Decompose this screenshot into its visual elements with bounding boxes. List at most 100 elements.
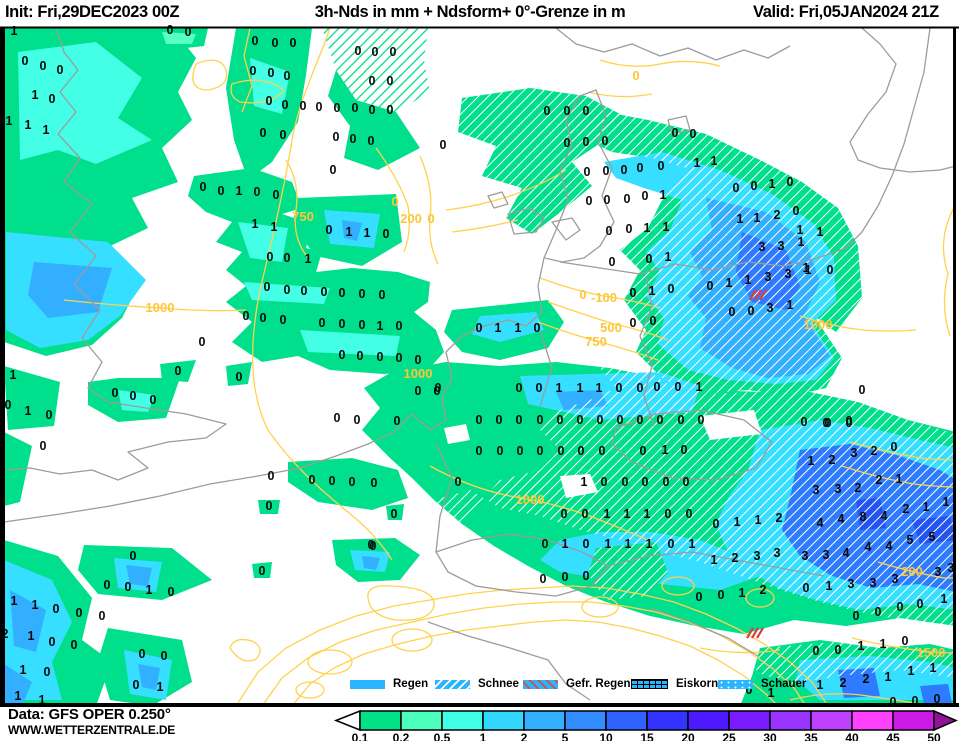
precip-value: 0 — [616, 381, 623, 395]
precip-value: 0 — [746, 683, 753, 697]
precip-value: 1 — [346, 225, 353, 239]
precip-value: 1 — [515, 321, 522, 335]
precip-value: 0 — [683, 475, 690, 489]
precip-value: 0 — [199, 335, 206, 349]
precip-value: 0 — [729, 305, 736, 319]
precip-value: 0 — [584, 165, 591, 179]
precip-value: 1 — [943, 495, 950, 509]
precip-value: 0 — [319, 316, 326, 330]
precip-value: 0 — [49, 92, 56, 106]
precip-value: 0 — [334, 101, 341, 115]
precip-value: 0 — [853, 609, 860, 623]
precip-value: 0 — [558, 444, 565, 458]
precip-value: 0 — [668, 537, 675, 551]
precip-value: 1 — [755, 513, 762, 527]
precip-value: 0 — [339, 286, 346, 300]
scale-cell — [728, 710, 771, 731]
precip-value: 1 — [577, 381, 584, 395]
scale-tick-label: 40 — [845, 731, 859, 741]
precip-value: 1 — [252, 217, 259, 231]
precip-value: 0 — [751, 179, 758, 193]
contour-label: 1000 — [404, 366, 433, 381]
precip-value: 0 — [434, 384, 441, 398]
precip-value: 0 — [185, 25, 192, 39]
precip-value: 0 — [268, 66, 275, 80]
precip-value: 1 — [803, 261, 810, 275]
precip-value: 0 — [583, 104, 590, 118]
precip-value: 0 — [383, 227, 390, 241]
precip-value: 0 — [672, 126, 679, 140]
precip-value: 0 — [665, 507, 672, 521]
precip-value: 0 — [897, 600, 904, 614]
precip-value: 0 — [663, 475, 670, 489]
precip-value: 1 — [696, 380, 703, 394]
precip-value: 0 — [370, 539, 377, 553]
precip-value: 0 — [537, 444, 544, 458]
contour-label: 200 — [400, 211, 422, 226]
precip-value: 0 — [396, 351, 403, 365]
scale-tick-label: 5 — [562, 731, 569, 741]
precip-value: 1 — [817, 225, 824, 239]
precip-value: 0 — [326, 223, 333, 237]
precip-value: 1 — [43, 123, 50, 137]
precip-value: 1 — [885, 670, 892, 684]
freezing-rain-marks — [746, 289, 767, 639]
scale-tick-label: 0.1 — [352, 731, 369, 741]
precip-value: 0 — [40, 59, 47, 73]
precip-value: 4 — [817, 516, 824, 530]
precip-value: 2 — [776, 511, 783, 525]
precip-value: 0 — [321, 285, 328, 299]
precip-value: 8 — [860, 510, 867, 524]
precip-value: 0 — [354, 413, 361, 427]
scale-cell — [851, 710, 894, 731]
precip-value: 0 — [44, 665, 51, 679]
precip-value: 1 — [694, 156, 701, 170]
precip-value: 0 — [544, 104, 551, 118]
precip-value: 0 — [564, 136, 571, 150]
precip-value: 0 — [583, 537, 590, 551]
precip-value: 0 — [391, 507, 398, 521]
precip-value: 0 — [243, 309, 250, 323]
precip-value: 0 — [40, 439, 47, 453]
precip-value: 0 — [637, 161, 644, 175]
precip-value: 1 — [11, 594, 18, 608]
precip-value: 0 — [542, 537, 549, 551]
precip-value: 3 — [935, 565, 942, 579]
precip-value: 0 — [793, 204, 800, 218]
precip-value: 0 — [435, 381, 442, 395]
precip-value: 3 — [759, 240, 766, 254]
contour-label: 1000 — [516, 492, 545, 507]
scale-tick-label: 25 — [722, 731, 736, 741]
precip-value: 0 — [200, 180, 207, 194]
precip-value: 0 — [330, 163, 337, 177]
precip-value: 0 — [368, 134, 375, 148]
valid-time-label: Valid: Fri,05JAN2024 21Z — [753, 3, 939, 21]
precip-value: 0 — [617, 413, 624, 427]
init-time-label: Init: Fri,29DEC2023 00Z — [5, 3, 180, 21]
precip-value: 0 — [577, 413, 584, 427]
precip-value: 0 — [516, 413, 523, 427]
precip-value: 0 — [846, 416, 853, 430]
precip-value: 0 — [46, 408, 53, 422]
precip-value: 0 — [640, 444, 647, 458]
precip-value: 1 — [797, 223, 804, 237]
precip-value: 0 — [630, 316, 637, 330]
precip-value: 3 — [813, 483, 820, 497]
precip-value: 0 — [372, 45, 379, 59]
precip-value: 1 — [364, 226, 371, 240]
precip-value: 0 — [377, 350, 384, 364]
precip-value: 3 — [778, 239, 785, 253]
precip-value: 1 — [711, 553, 718, 567]
precip-value: 0 — [99, 609, 106, 623]
precip-value: 1 — [271, 220, 278, 234]
precip-value: 3 — [848, 577, 855, 591]
precip-value: 1 — [737, 212, 744, 226]
scale-left-arrow — [333, 709, 361, 732]
precip-value: 1 — [739, 586, 746, 600]
precip-value: 0 — [415, 353, 422, 367]
precip-value: 0 — [690, 127, 697, 141]
precip-value: 0 — [250, 64, 257, 78]
precip-value: 2 — [903, 502, 910, 516]
scale-cell — [892, 710, 935, 731]
